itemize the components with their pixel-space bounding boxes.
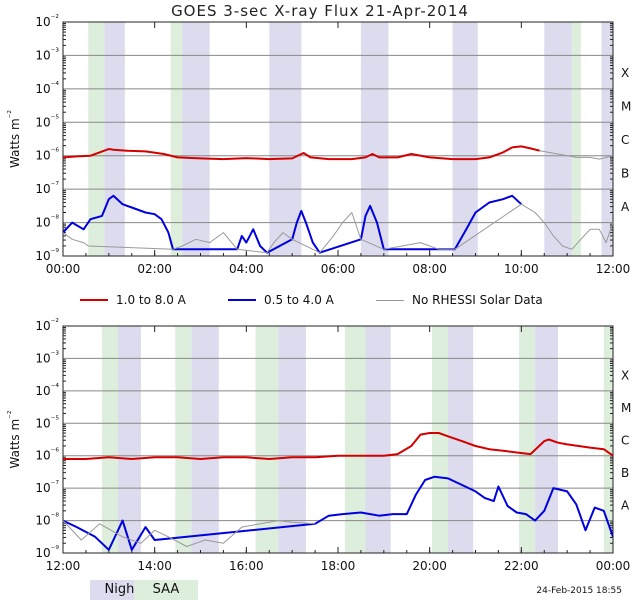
x-tick-label: 22:00 [504, 559, 539, 573]
night-band [118, 326, 141, 553]
series-line-3 [63, 203, 613, 254]
x-tick-label: 14:00 [137, 559, 172, 573]
y-tick-label: 10⁻⁶ [35, 448, 59, 463]
x-tick-label: 04:00 [229, 262, 264, 276]
series-line-2 [63, 520, 316, 547]
night-band [365, 326, 391, 553]
x-tick-label: 00:00 [596, 559, 631, 573]
legend-entry-low: 1.0 to 8.0 A [80, 293, 186, 307]
chart-top: 10⁻⁹ 10⁻⁸ 10⁻⁷ 10⁻⁶ 10⁻⁵ 10⁻⁴ 10⁻³ 10⁻² 00:00 02:… [7, 14, 631, 276]
series-line-0 [63, 432, 613, 460]
legend: 1.0 to 8.0 A 0.5 to 4.0 A No RHESSI Sola… [0, 293, 640, 309]
x-tick-label: 20:00 [412, 559, 447, 573]
night-band [601, 22, 613, 256]
x-tick-label: 10:00 [504, 262, 539, 276]
night-band [278, 326, 306, 553]
saa-band [255, 326, 279, 553]
night-band [269, 22, 302, 256]
y-axis-label: Watts m⁻² [7, 410, 22, 468]
legend-label-no-rhessi: No RHESSI Solar Data [412, 293, 543, 307]
x-tick-label: 00:00 [46, 262, 81, 276]
y-tick-label: 10⁻⁴ [35, 383, 59, 398]
y-tick-label: 10⁻² [35, 318, 59, 333]
class-label: M [621, 100, 631, 114]
class-label: X [621, 369, 629, 383]
y-tick-label: 10⁻⁷ [35, 181, 59, 196]
series-line-1 [63, 475, 613, 551]
saa-band [88, 22, 105, 256]
y-tick-label: 10⁻⁸ [35, 215, 59, 230]
class-label: A [621, 200, 630, 214]
series-line-1 [539, 150, 613, 160]
legend-entry-no-rhessi: No RHESSI Solar Data [376, 293, 543, 307]
night-band [191, 326, 219, 553]
chart-title: GOES 3-sec X-ray Flux 21-Apr-2014 [171, 2, 469, 20]
y-tick-label: 10⁻⁶ [35, 148, 59, 163]
y-tick-label: 10⁻⁵ [35, 114, 59, 129]
y-tick-label: 10⁻⁸ [35, 513, 59, 528]
night-band [182, 22, 210, 256]
x-tick-label: 12:00 [46, 559, 81, 573]
saa-band [101, 326, 118, 553]
night-band [452, 22, 478, 256]
legend-label-low: 1.0 to 8.0 A [116, 293, 186, 307]
class-label: A [621, 498, 630, 512]
night-band [448, 326, 474, 553]
class-label: C [621, 434, 629, 448]
night-band [544, 22, 572, 256]
x-tick-label: 02:00 [137, 262, 172, 276]
night-band [104, 22, 125, 256]
saa-band [519, 326, 536, 553]
y-tick-label: 10⁻³ [35, 47, 59, 62]
y-tick-label: 10⁻² [35, 14, 59, 29]
chart-bottom: 10⁻⁹ 10⁻⁸ 10⁻⁷ 10⁻⁶ 10⁻⁵ 10⁻⁴ 10⁻³ 10⁻² 12:00 14:… [7, 318, 631, 573]
saa-band [175, 326, 192, 553]
legend-entry-high: 0.5 to 4.0 A [228, 293, 334, 307]
class-label: X [621, 66, 629, 80]
y-tick-label: 10⁻⁴ [35, 81, 59, 96]
timestamp: 24-Feb-2015 18:55 [536, 586, 622, 596]
x-tick-label: 16:00 [229, 559, 264, 573]
y-axis-label: Watts m⁻² [7, 110, 22, 168]
legend-label-high: 0.5 to 4.0 A [264, 293, 334, 307]
class-label: C [621, 133, 629, 147]
x-tick-label: 12:00 [596, 262, 631, 276]
legend-swatch-high [228, 299, 256, 301]
x-tick-label: 06:00 [321, 262, 356, 276]
class-label: M [621, 401, 631, 415]
y-tick-label: 10⁻³ [35, 350, 59, 365]
y-tick-label: 10⁻⁵ [35, 415, 59, 430]
class-label: B [621, 466, 629, 480]
saa-key: SAA [134, 580, 198, 600]
y-tick-label: 10⁻⁷ [35, 480, 59, 495]
x-tick-label: 08:00 [412, 262, 447, 276]
saa-band [344, 326, 366, 553]
plot-frame [62, 21, 614, 257]
saa-band [431, 326, 448, 553]
y-tick-label: 10⁻⁹ [35, 248, 59, 263]
series-line-0 [63, 145, 540, 161]
saa-band [571, 22, 581, 256]
legend-swatch-low [80, 299, 108, 301]
saa-band [603, 326, 613, 553]
saa-band [170, 22, 183, 256]
x-tick-label: 18:00 [321, 559, 356, 573]
y-tick-label: 10⁻⁹ [35, 545, 59, 560]
legend-swatch-no-rhessi [376, 299, 404, 301]
class-label: B [621, 166, 629, 180]
